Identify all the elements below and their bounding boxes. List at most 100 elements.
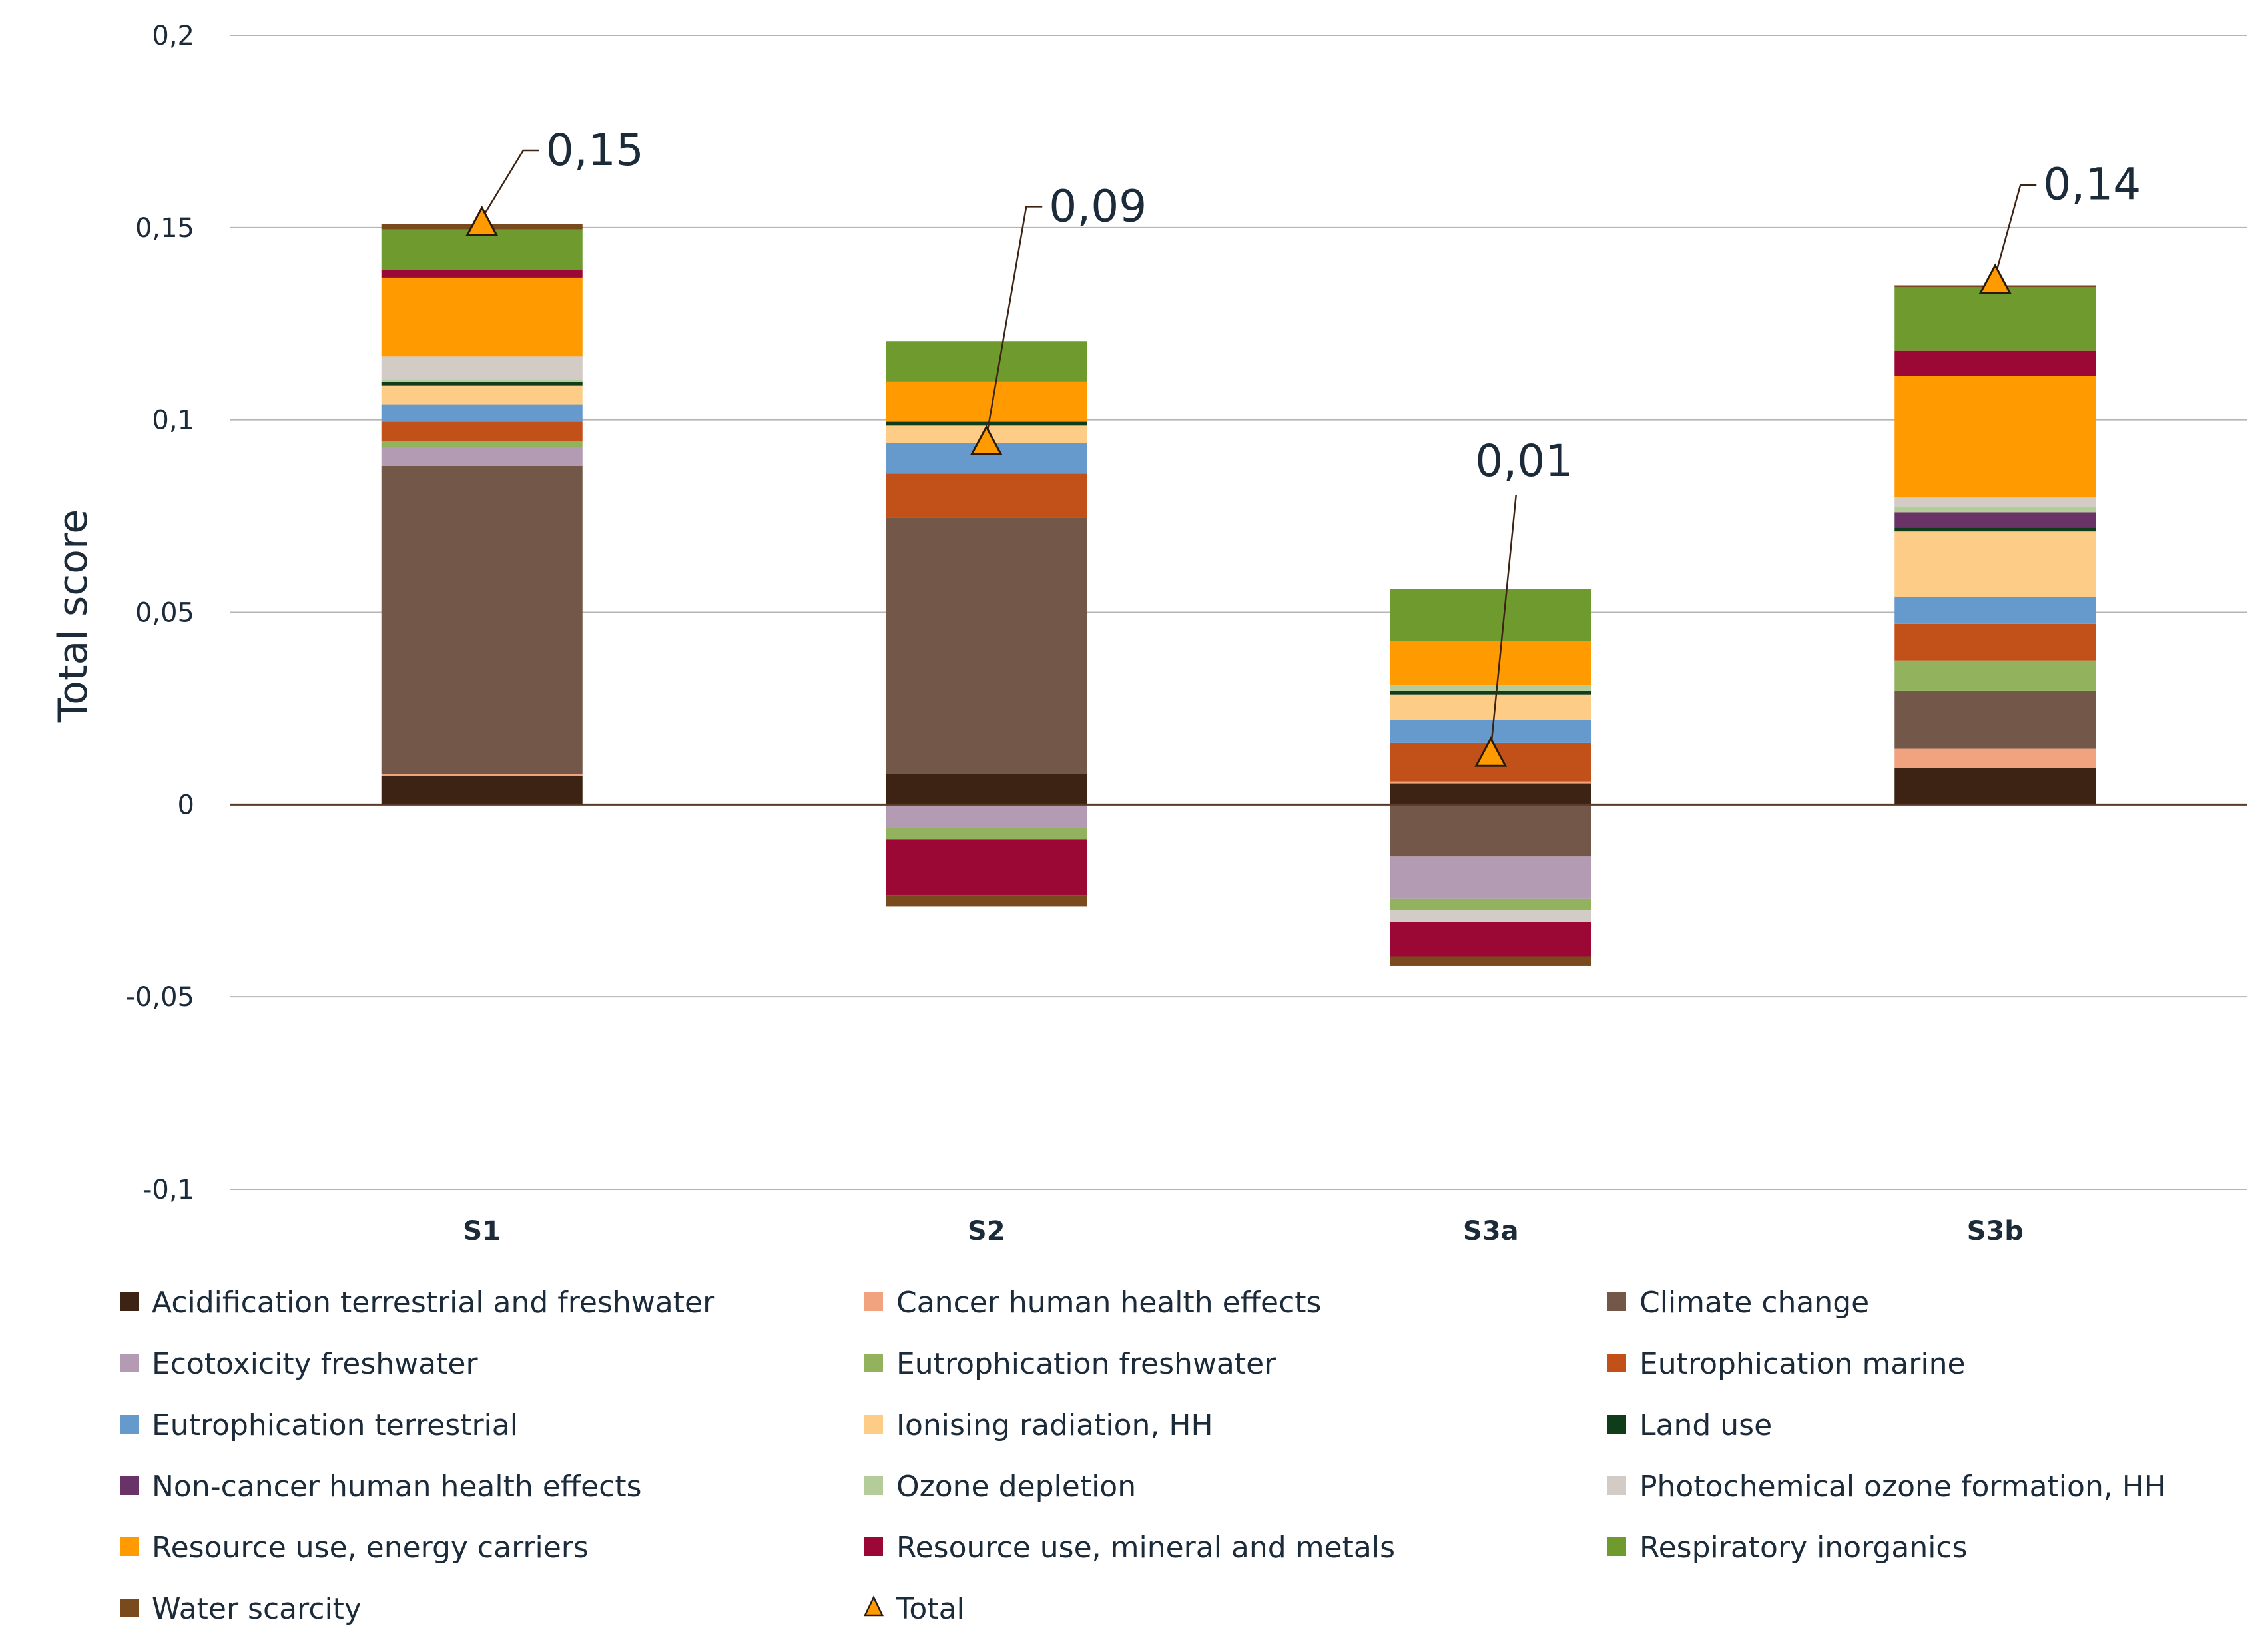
y-axis-ticks: -0,1 -0,05 0 0,05 0,1 0,15 0,2 bbox=[126, 21, 195, 1205]
legend-swatch bbox=[1607, 1537, 1626, 1556]
bar-segment bbox=[1894, 768, 2096, 805]
y-tick-label: 0,1 bbox=[152, 406, 194, 436]
bar-segment bbox=[381, 277, 583, 357]
y-tick-label: 0,15 bbox=[135, 213, 194, 244]
bar-segment bbox=[381, 381, 583, 386]
legend-label: Cancer human health effects bbox=[896, 1286, 1321, 1320]
total-data-label: 0,01 bbox=[1475, 435, 1573, 487]
legend-label: Acidification terrestrial and freshwater bbox=[152, 1286, 715, 1320]
bar-segment bbox=[1390, 641, 1591, 686]
total-marker bbox=[1474, 736, 1508, 767]
bar-segment bbox=[381, 356, 583, 380]
legend-item: Total bbox=[864, 1592, 965, 1626]
bar-segment bbox=[1894, 287, 2096, 351]
total-data-label: 0,09 bbox=[1049, 180, 1147, 232]
x-axis-category-labels: S1 S2 S3a S3b bbox=[463, 1216, 2023, 1246]
legend-item: Land use bbox=[1607, 1408, 1772, 1442]
legend-swatch bbox=[1607, 1476, 1626, 1495]
legend-item: Resource use, energy carriers bbox=[120, 1531, 589, 1565]
total-data-label: 0,15 bbox=[546, 125, 644, 176]
legend-swatch bbox=[120, 1599, 139, 1617]
legend-swatch bbox=[864, 1415, 883, 1434]
legend-item: Cancer human health effects bbox=[864, 1286, 1321, 1320]
total-markers: 0,15 0,09 0,01 0,14 bbox=[465, 125, 2141, 767]
bar-segment bbox=[381, 447, 583, 466]
x-category-label: S3b bbox=[1967, 1216, 2024, 1246]
total-leader-line bbox=[986, 206, 1043, 438]
bar-segment bbox=[1390, 783, 1591, 805]
bar-segment bbox=[381, 441, 583, 447]
bar-segment bbox=[886, 895, 1087, 907]
legend-swatch bbox=[864, 1292, 883, 1311]
bar-segment bbox=[381, 776, 583, 805]
total-marker bbox=[465, 205, 499, 236]
bar-segment bbox=[886, 381, 1087, 422]
y-tick-label: 0 bbox=[178, 790, 194, 820]
total-leader-line bbox=[1994, 184, 2037, 277]
y-axis-title: Total score bbox=[50, 509, 97, 723]
legend-label: Resource use, mineral and metals bbox=[896, 1531, 1395, 1565]
bar-segment bbox=[1390, 589, 1591, 641]
bar-segment bbox=[381, 385, 583, 405]
y-tick-label: -0,05 bbox=[126, 982, 195, 1013]
legend-item: Eutrophication terrestrial bbox=[120, 1408, 518, 1442]
bar-segment bbox=[1894, 350, 2096, 376]
bar-segment bbox=[1390, 685, 1591, 691]
x-category-label: S1 bbox=[463, 1216, 501, 1246]
legend-item: Resource use, mineral and metals bbox=[864, 1531, 1395, 1565]
bar-segment bbox=[886, 774, 1087, 805]
total-leader-line bbox=[481, 149, 539, 219]
legend-swatch bbox=[864, 1354, 883, 1372]
legend-swatch bbox=[120, 1292, 139, 1311]
bar-segment bbox=[1894, 748, 2096, 768]
legend-item: Ecotoxicity freshwater bbox=[120, 1347, 478, 1381]
legend-label: Total bbox=[896, 1592, 965, 1626]
legend-swatch bbox=[1607, 1292, 1626, 1311]
legend-label: Ozone depletion bbox=[896, 1470, 1136, 1504]
bar-segment bbox=[886, 839, 1087, 896]
total-leader-line bbox=[1490, 495, 1517, 750]
y-tick-label: 0,2 bbox=[152, 21, 194, 51]
bar-segment bbox=[1390, 910, 1591, 922]
bar-segment bbox=[1894, 660, 2096, 691]
legend-label: Non-cancer human health effects bbox=[152, 1470, 642, 1504]
legend-swatch bbox=[1607, 1354, 1626, 1372]
bar-segment bbox=[1894, 597, 2096, 624]
legend-swatch bbox=[864, 1537, 883, 1556]
legend-swatch bbox=[120, 1537, 139, 1556]
bar-segment bbox=[886, 827, 1087, 840]
legend-label: Respiratory inorganics bbox=[1639, 1531, 1968, 1565]
legend-swatch bbox=[1607, 1415, 1626, 1434]
bar-segment bbox=[1894, 690, 2096, 749]
bar-segment bbox=[1894, 376, 2096, 497]
legend-label: Photochemical ozone formation, HH bbox=[1639, 1470, 2166, 1504]
bar-segment bbox=[1390, 922, 1591, 957]
legend-label: Land use bbox=[1639, 1408, 1772, 1442]
legend-label: Ecotoxicity freshwater bbox=[152, 1347, 478, 1381]
bar-segment bbox=[1390, 804, 1591, 857]
legend-swatch bbox=[120, 1354, 139, 1372]
bar-segment bbox=[886, 804, 1087, 828]
bar-segment bbox=[886, 473, 1087, 518]
bar-segment bbox=[1390, 856, 1591, 899]
bar-segment bbox=[1390, 898, 1591, 911]
total-marker bbox=[970, 425, 1003, 455]
bar-segment bbox=[381, 774, 583, 776]
bar-segment bbox=[381, 404, 583, 422]
legend-item: Eutrophication freshwater bbox=[864, 1347, 1276, 1381]
legend-label: Eutrophication marine bbox=[1639, 1347, 1966, 1381]
legend-marker bbox=[864, 1595, 884, 1617]
bar-segment bbox=[1894, 531, 2096, 597]
bar-segment bbox=[381, 421, 583, 441]
legend-label: Water scarcity bbox=[152, 1592, 362, 1626]
y-tick-label: 0,05 bbox=[135, 598, 194, 629]
legend-label: Eutrophication freshwater bbox=[896, 1347, 1276, 1381]
bar-segment bbox=[1894, 512, 2096, 528]
bar-segment bbox=[381, 270, 583, 278]
legend-label: Ionising radiation, HH bbox=[896, 1408, 1213, 1442]
legend-item: Water scarcity bbox=[120, 1592, 362, 1626]
legend-item: Respiratory inorganics bbox=[1607, 1531, 1968, 1565]
total-marker bbox=[1978, 263, 2012, 294]
bar-segment bbox=[381, 465, 583, 774]
bar-segment bbox=[1390, 781, 1591, 784]
